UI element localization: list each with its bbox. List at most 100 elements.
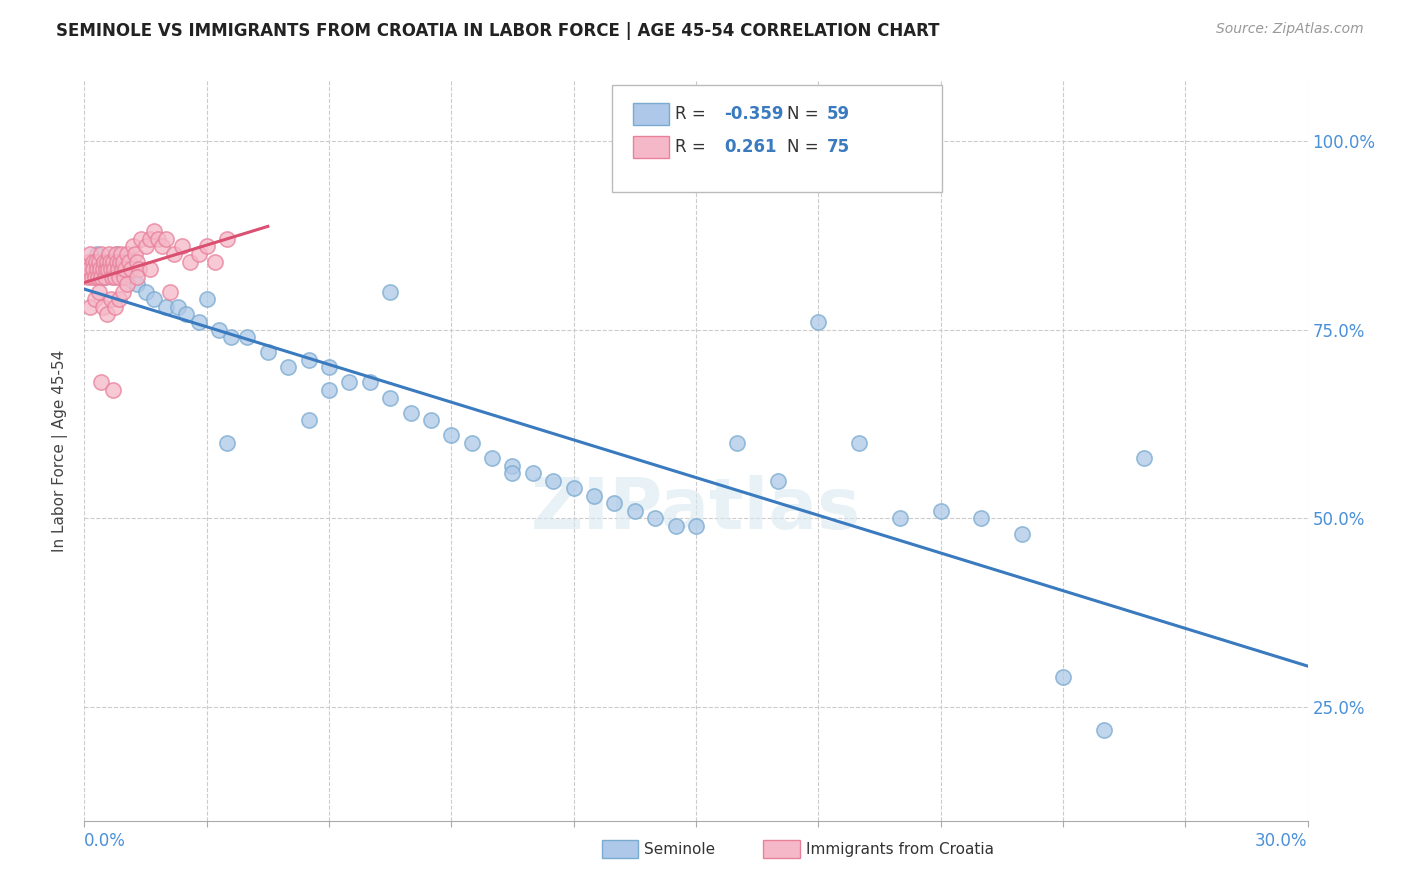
Point xyxy=(104,300,127,314)
Point xyxy=(135,239,157,253)
Text: 0.261: 0.261 xyxy=(724,138,776,156)
Point xyxy=(114,262,136,277)
Point xyxy=(104,269,127,284)
Point xyxy=(107,262,129,277)
Point xyxy=(138,262,160,277)
Point xyxy=(87,254,110,268)
Point xyxy=(1052,670,1074,684)
Point xyxy=(219,330,242,344)
Point xyxy=(127,254,149,268)
Point xyxy=(359,376,381,390)
Point xyxy=(644,511,666,525)
Point xyxy=(128,262,150,277)
Point xyxy=(97,247,120,261)
Point xyxy=(89,262,111,277)
Text: R =: R = xyxy=(675,138,711,156)
Point xyxy=(87,269,110,284)
Point xyxy=(522,466,544,480)
Point xyxy=(187,247,209,261)
Point xyxy=(766,474,789,488)
Point xyxy=(195,239,218,253)
Point xyxy=(127,269,149,284)
Point xyxy=(127,277,149,292)
Text: N =: N = xyxy=(787,105,824,123)
Point xyxy=(93,269,115,284)
Point xyxy=(87,285,110,299)
Point xyxy=(543,474,565,488)
Point xyxy=(848,436,870,450)
Y-axis label: In Labor Force | Age 45-54: In Labor Force | Age 45-54 xyxy=(52,350,69,551)
Point xyxy=(725,436,748,450)
Point xyxy=(583,489,606,503)
Point xyxy=(96,254,118,268)
Point xyxy=(163,247,186,261)
Text: 0.0%: 0.0% xyxy=(84,832,127,850)
Point xyxy=(298,413,321,427)
Point xyxy=(339,376,361,390)
Point xyxy=(1092,723,1115,737)
Point xyxy=(150,239,173,253)
Point xyxy=(603,496,626,510)
Point xyxy=(257,345,280,359)
Point xyxy=(174,308,197,322)
Point xyxy=(217,436,239,450)
Point xyxy=(970,511,993,525)
Point xyxy=(380,285,402,299)
Point xyxy=(84,254,107,268)
Point xyxy=(103,262,125,277)
Point xyxy=(80,269,103,284)
Text: SEMINOLE VS IMMIGRANTS FROM CROATIA IN LABOR FORCE | AGE 45-54 CORRELATION CHART: SEMINOLE VS IMMIGRANTS FROM CROATIA IN L… xyxy=(56,22,939,40)
Point xyxy=(929,504,952,518)
Point xyxy=(131,232,153,246)
Point xyxy=(142,224,165,238)
Point xyxy=(77,262,100,277)
Point xyxy=(277,360,299,375)
Text: R =: R = xyxy=(675,105,711,123)
Point xyxy=(120,262,142,277)
Point xyxy=(110,269,132,284)
Point xyxy=(105,254,128,268)
Point xyxy=(112,269,135,284)
Text: 30.0%: 30.0% xyxy=(1256,832,1308,850)
Point xyxy=(101,269,124,284)
Text: Seminole: Seminole xyxy=(644,842,716,856)
Point xyxy=(105,247,128,261)
Point xyxy=(665,519,688,533)
Point xyxy=(481,450,503,465)
Point xyxy=(114,254,136,268)
Point xyxy=(318,360,340,375)
Point xyxy=(77,254,100,268)
Point xyxy=(108,269,131,284)
Point xyxy=(461,436,484,450)
Text: -0.359: -0.359 xyxy=(724,105,783,123)
Point xyxy=(101,383,124,397)
Point xyxy=(187,315,209,329)
Point xyxy=(101,254,124,268)
Point xyxy=(807,315,830,329)
Point xyxy=(100,262,122,277)
Point xyxy=(155,300,177,314)
Point xyxy=(1011,526,1033,541)
Point xyxy=(380,391,402,405)
Point xyxy=(110,247,132,261)
Point xyxy=(208,322,231,336)
Point xyxy=(298,352,321,367)
Point xyxy=(82,254,104,268)
Point xyxy=(889,511,911,525)
Point xyxy=(86,262,108,277)
Point xyxy=(90,376,112,390)
Text: N =: N = xyxy=(787,138,824,156)
Point xyxy=(93,254,115,268)
Text: Immigrants from Croatia: Immigrants from Croatia xyxy=(806,842,994,856)
Point xyxy=(75,262,97,277)
Point xyxy=(204,254,226,268)
Point xyxy=(108,293,131,307)
Point xyxy=(420,413,443,427)
Point xyxy=(217,232,239,246)
Point xyxy=(97,262,120,277)
Point xyxy=(96,308,118,322)
Point xyxy=(195,293,218,307)
Point xyxy=(90,247,112,261)
Point xyxy=(502,458,524,473)
Point xyxy=(318,383,340,397)
